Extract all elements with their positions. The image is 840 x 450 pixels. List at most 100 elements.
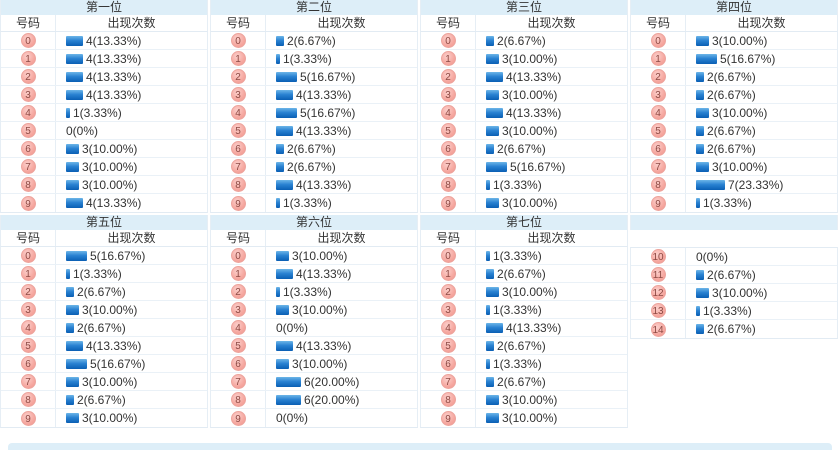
- frequency-bar: [66, 107, 70, 118]
- number-cell: 1: [1, 50, 56, 67]
- count-cell: 2(6.67%): [476, 140, 627, 157]
- count-cell: 3(10.00%): [476, 50, 627, 67]
- table-row: 6 3(10.00%): [211, 355, 417, 373]
- frequency-bar: [276, 340, 293, 351]
- number-badge: 1: [230, 266, 246, 281]
- count-label: 4(13.33%): [86, 69, 142, 84]
- table-row: 7 3(10.00%): [1, 373, 207, 391]
- frequency-bar: [276, 89, 293, 100]
- frequency-bar: [276, 250, 289, 261]
- frequency-bar: [696, 305, 700, 316]
- number-cell: 2: [421, 283, 476, 300]
- frequency-bar: [486, 35, 494, 46]
- next-section-header-band: [8, 443, 832, 450]
- number-cell: 5: [211, 122, 266, 139]
- frequency-bar: [486, 286, 499, 297]
- count-label: 3(10.00%): [502, 284, 558, 299]
- count-cell: 0(0%): [56, 122, 207, 139]
- frequency-bar: [276, 107, 297, 118]
- position-table: 第三位 号码 出现次数 0 2(6.67%) 1 3(10.00%) 2 4(13.33%) 3 3…: [420, 0, 628, 213]
- number-cell: 3: [1, 86, 56, 103]
- number-badge: 6: [20, 356, 36, 371]
- frequency-bar: [486, 53, 499, 64]
- position-table: 第一位 号码 出现次数 0 4(13.33%) 1 4(13.33%) 2 4(13.33%) 3…: [0, 0, 208, 213]
- table-header-row: 号码 出现次数: [0, 15, 208, 32]
- frequency-bar: [66, 53, 83, 64]
- table-row: 8 7(23.33%): [631, 176, 837, 194]
- count-cell: 1(3.33%): [476, 176, 627, 193]
- count-cell: 3(10.00%): [476, 122, 627, 139]
- number-cell: 0: [631, 32, 686, 49]
- number-badge: 9: [650, 195, 666, 211]
- frequency-bar: [66, 340, 83, 351]
- number-cell: 6: [211, 355, 266, 372]
- count-label: 2(6.67%): [497, 374, 546, 389]
- section-row: 第五位 号码 出现次数 0 5(16.67%) 1 1(3.33%) 2 2(6.67%) 3 3(…: [0, 215, 840, 428]
- number-badge: 9: [440, 410, 456, 426]
- frequency-bar: [276, 161, 284, 172]
- number-badge: 5: [20, 123, 36, 138]
- count-label: 2(6.67%): [707, 123, 756, 138]
- number-cell: 0: [1, 247, 56, 264]
- number-badge: 4: [650, 105, 666, 120]
- count-label: 2(6.67%): [497, 141, 546, 156]
- table-header-row: 号码 出现次数: [420, 15, 628, 32]
- count-label: 4(13.33%): [296, 177, 352, 192]
- count-label: 2(6.67%): [497, 338, 546, 353]
- number-badge: 0: [230, 33, 246, 48]
- number-cell: 3: [211, 86, 266, 103]
- number-badge: 4: [440, 105, 456, 120]
- table-row: 8 1(3.33%): [421, 176, 627, 194]
- count-label: 4(13.33%): [296, 266, 352, 281]
- number-cell: 2: [211, 68, 266, 85]
- number-badge: 7: [650, 159, 666, 174]
- table-row: 2 5(16.67%): [211, 68, 417, 86]
- frequency-bar: [486, 304, 490, 315]
- count-label: 3(10.00%): [712, 33, 768, 48]
- frequency-bar: [696, 35, 709, 46]
- table-row: 12 3(10.00%): [631, 284, 837, 302]
- number-cell: 4: [211, 319, 266, 336]
- number-cell: 3: [421, 86, 476, 103]
- table-row: 0 2(6.67%): [211, 32, 417, 50]
- number-badge: 6: [230, 141, 246, 156]
- count-cell: 4(13.33%): [266, 176, 417, 193]
- table-row: 5 4(13.33%): [1, 337, 207, 355]
- number-badge: 6: [440, 141, 456, 156]
- number-badge: 1: [230, 51, 246, 66]
- count-label: 2(6.67%): [287, 33, 336, 48]
- position-table: 第五位 号码 出现次数 0 5(16.67%) 1 1(3.33%) 2 2(6.67%) 3 3(…: [0, 215, 208, 428]
- table-row: 9 3(10.00%): [421, 409, 627, 427]
- count-cell: 4(13.33%): [266, 122, 417, 139]
- count-label: 7(23.33%): [728, 177, 784, 192]
- number-cell: 9: [421, 409, 476, 427]
- number-badge: 6: [650, 141, 666, 156]
- count-cell: 7(23.33%): [686, 176, 837, 193]
- table-row: 9 1(3.33%): [631, 194, 837, 212]
- table-row: 1 3(10.00%): [421, 50, 627, 68]
- count-cell: 5(16.67%): [266, 104, 417, 121]
- count-label: 4(13.33%): [296, 123, 352, 138]
- frequency-bar: [66, 198, 83, 208]
- number-cell: 2: [1, 68, 56, 85]
- count-label: 1(3.33%): [283, 51, 332, 66]
- frequency-bar: [66, 179, 79, 190]
- frequency-bar: [66, 268, 70, 279]
- table-row: 3 3(10.00%): [1, 301, 207, 319]
- count-cell: 5(16.67%): [56, 355, 207, 372]
- count-cell: 1(3.33%): [266, 194, 417, 212]
- number-cell: 0: [421, 247, 476, 264]
- number-column-header: 号码: [421, 15, 476, 31]
- number-badge: 4: [20, 105, 36, 120]
- count-label: 5(16.67%): [300, 105, 356, 120]
- number-badge: 9: [440, 195, 456, 211]
- table-header-row: 号码 出现次数: [210, 230, 418, 247]
- count-cell: 3(10.00%): [56, 158, 207, 175]
- count-label: 4(13.33%): [86, 33, 142, 48]
- count-label: 3(10.00%): [502, 87, 558, 102]
- count-cell: 3(10.00%): [56, 140, 207, 157]
- table-row: 2 4(13.33%): [1, 68, 207, 86]
- frequency-bar: [276, 53, 280, 64]
- table-body: 0 2(6.67%) 1 3(10.00%) 2 4(13.33%) 3 3(10.00%) 4…: [420, 32, 628, 213]
- number-cell: 0: [1, 32, 56, 49]
